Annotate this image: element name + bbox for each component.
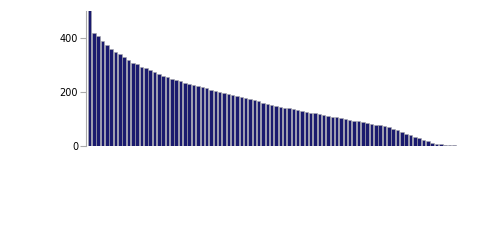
Bar: [257, 101, 260, 146]
Bar: [422, 140, 425, 146]
Bar: [144, 68, 147, 146]
Bar: [418, 138, 421, 146]
Bar: [357, 122, 360, 146]
Bar: [114, 52, 117, 146]
Bar: [435, 144, 438, 146]
Bar: [231, 95, 234, 146]
Bar: [309, 112, 312, 146]
Bar: [244, 98, 247, 146]
Bar: [265, 104, 269, 146]
Bar: [192, 85, 195, 146]
Bar: [174, 80, 178, 146]
Bar: [305, 112, 308, 146]
Bar: [240, 97, 243, 146]
Bar: [127, 60, 130, 146]
Bar: [161, 76, 165, 146]
Bar: [374, 125, 378, 146]
Bar: [426, 141, 430, 146]
Bar: [214, 91, 217, 146]
Bar: [131, 63, 134, 146]
Bar: [148, 70, 152, 146]
Bar: [331, 117, 334, 146]
Bar: [140, 67, 143, 146]
Bar: [235, 96, 239, 146]
Bar: [248, 99, 252, 146]
Bar: [222, 93, 226, 146]
Bar: [448, 145, 451, 146]
Bar: [183, 83, 187, 146]
Bar: [365, 123, 369, 146]
Bar: [439, 144, 443, 146]
Bar: [96, 36, 100, 146]
Bar: [109, 49, 113, 146]
Bar: [400, 132, 404, 146]
Bar: [261, 103, 264, 146]
Bar: [218, 92, 221, 146]
Bar: [413, 137, 417, 146]
Bar: [396, 130, 399, 146]
Bar: [92, 33, 96, 146]
Bar: [339, 118, 343, 146]
Bar: [391, 129, 395, 146]
Bar: [300, 111, 304, 146]
Bar: [227, 94, 230, 146]
Bar: [313, 113, 317, 146]
Bar: [88, 6, 91, 146]
Bar: [318, 114, 321, 146]
Bar: [370, 124, 373, 146]
Bar: [196, 86, 200, 146]
Bar: [179, 81, 182, 146]
Bar: [352, 121, 356, 146]
Bar: [205, 88, 208, 146]
Bar: [270, 105, 274, 146]
Bar: [292, 109, 295, 146]
Bar: [344, 119, 347, 146]
Bar: [278, 107, 282, 146]
Bar: [348, 120, 351, 146]
Bar: [201, 87, 204, 146]
Bar: [322, 115, 325, 146]
Bar: [157, 74, 161, 146]
Bar: [383, 126, 386, 146]
Bar: [188, 84, 191, 146]
Bar: [288, 108, 291, 146]
Bar: [118, 54, 121, 146]
Bar: [452, 145, 456, 146]
Bar: [326, 116, 330, 146]
Bar: [122, 57, 126, 146]
Bar: [361, 122, 364, 146]
Bar: [166, 77, 169, 146]
Bar: [387, 127, 391, 146]
Bar: [153, 72, 156, 146]
Bar: [101, 41, 104, 146]
Bar: [335, 117, 338, 146]
Bar: [444, 145, 447, 146]
Bar: [409, 135, 412, 146]
Bar: [405, 134, 408, 146]
Bar: [378, 126, 382, 146]
Bar: [105, 45, 108, 146]
Bar: [283, 108, 287, 146]
Bar: [431, 143, 434, 146]
Bar: [170, 79, 174, 146]
Bar: [135, 64, 139, 146]
Bar: [209, 90, 213, 146]
Bar: [274, 106, 278, 146]
Bar: [296, 110, 300, 146]
Bar: [252, 100, 256, 146]
